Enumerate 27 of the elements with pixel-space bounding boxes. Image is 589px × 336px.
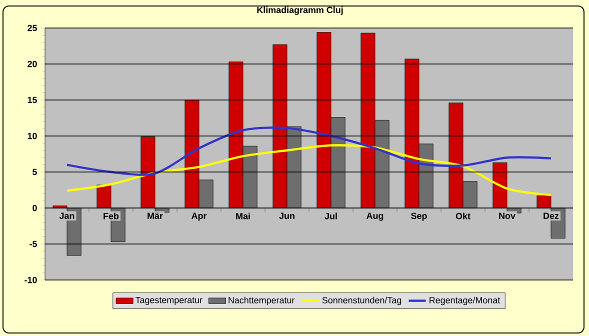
y-tick-label: 5 [32,168,37,176]
x-tick-label: Aug [366,212,384,221]
x-tick-label: Feb [104,212,119,220]
y-tick-label: 0 [32,204,37,212]
legend-label: Regentage/Monat [430,296,500,306]
line-series [66,126,552,176]
x-tick-label: Jun [279,212,294,219]
x-tick-label: Apr [192,212,207,221]
x-tick-label: Nov [499,212,516,219]
y-tick-label: 10 [28,132,37,140]
y-tick-label: 25 [28,24,37,32]
chart-title: Klimadiagramm Cluj [257,6,343,15]
legend-label: Nachttemperatur [228,296,295,306]
legend-label: Tagestemperatur [135,296,202,305]
legend-label: Sonnenstunden/Tag [322,296,402,306]
y-tick-label: 15 [28,96,37,104]
y-tick-label: -10 [24,276,37,284]
x-tick-label: Okt [456,212,470,220]
y-tick-label: -5 [30,240,37,248]
x-tick-label: Dez [544,212,559,219]
x-tick-label: Sep [411,212,427,221]
x-tick-label: Jan [59,212,74,219]
x-tick-label: Mär [148,212,163,219]
y-tick-label: 20 [28,60,37,68]
line-series [66,144,552,196]
x-tick-label: Jul [324,212,337,220]
x-tick-label: Mai [236,212,250,220]
